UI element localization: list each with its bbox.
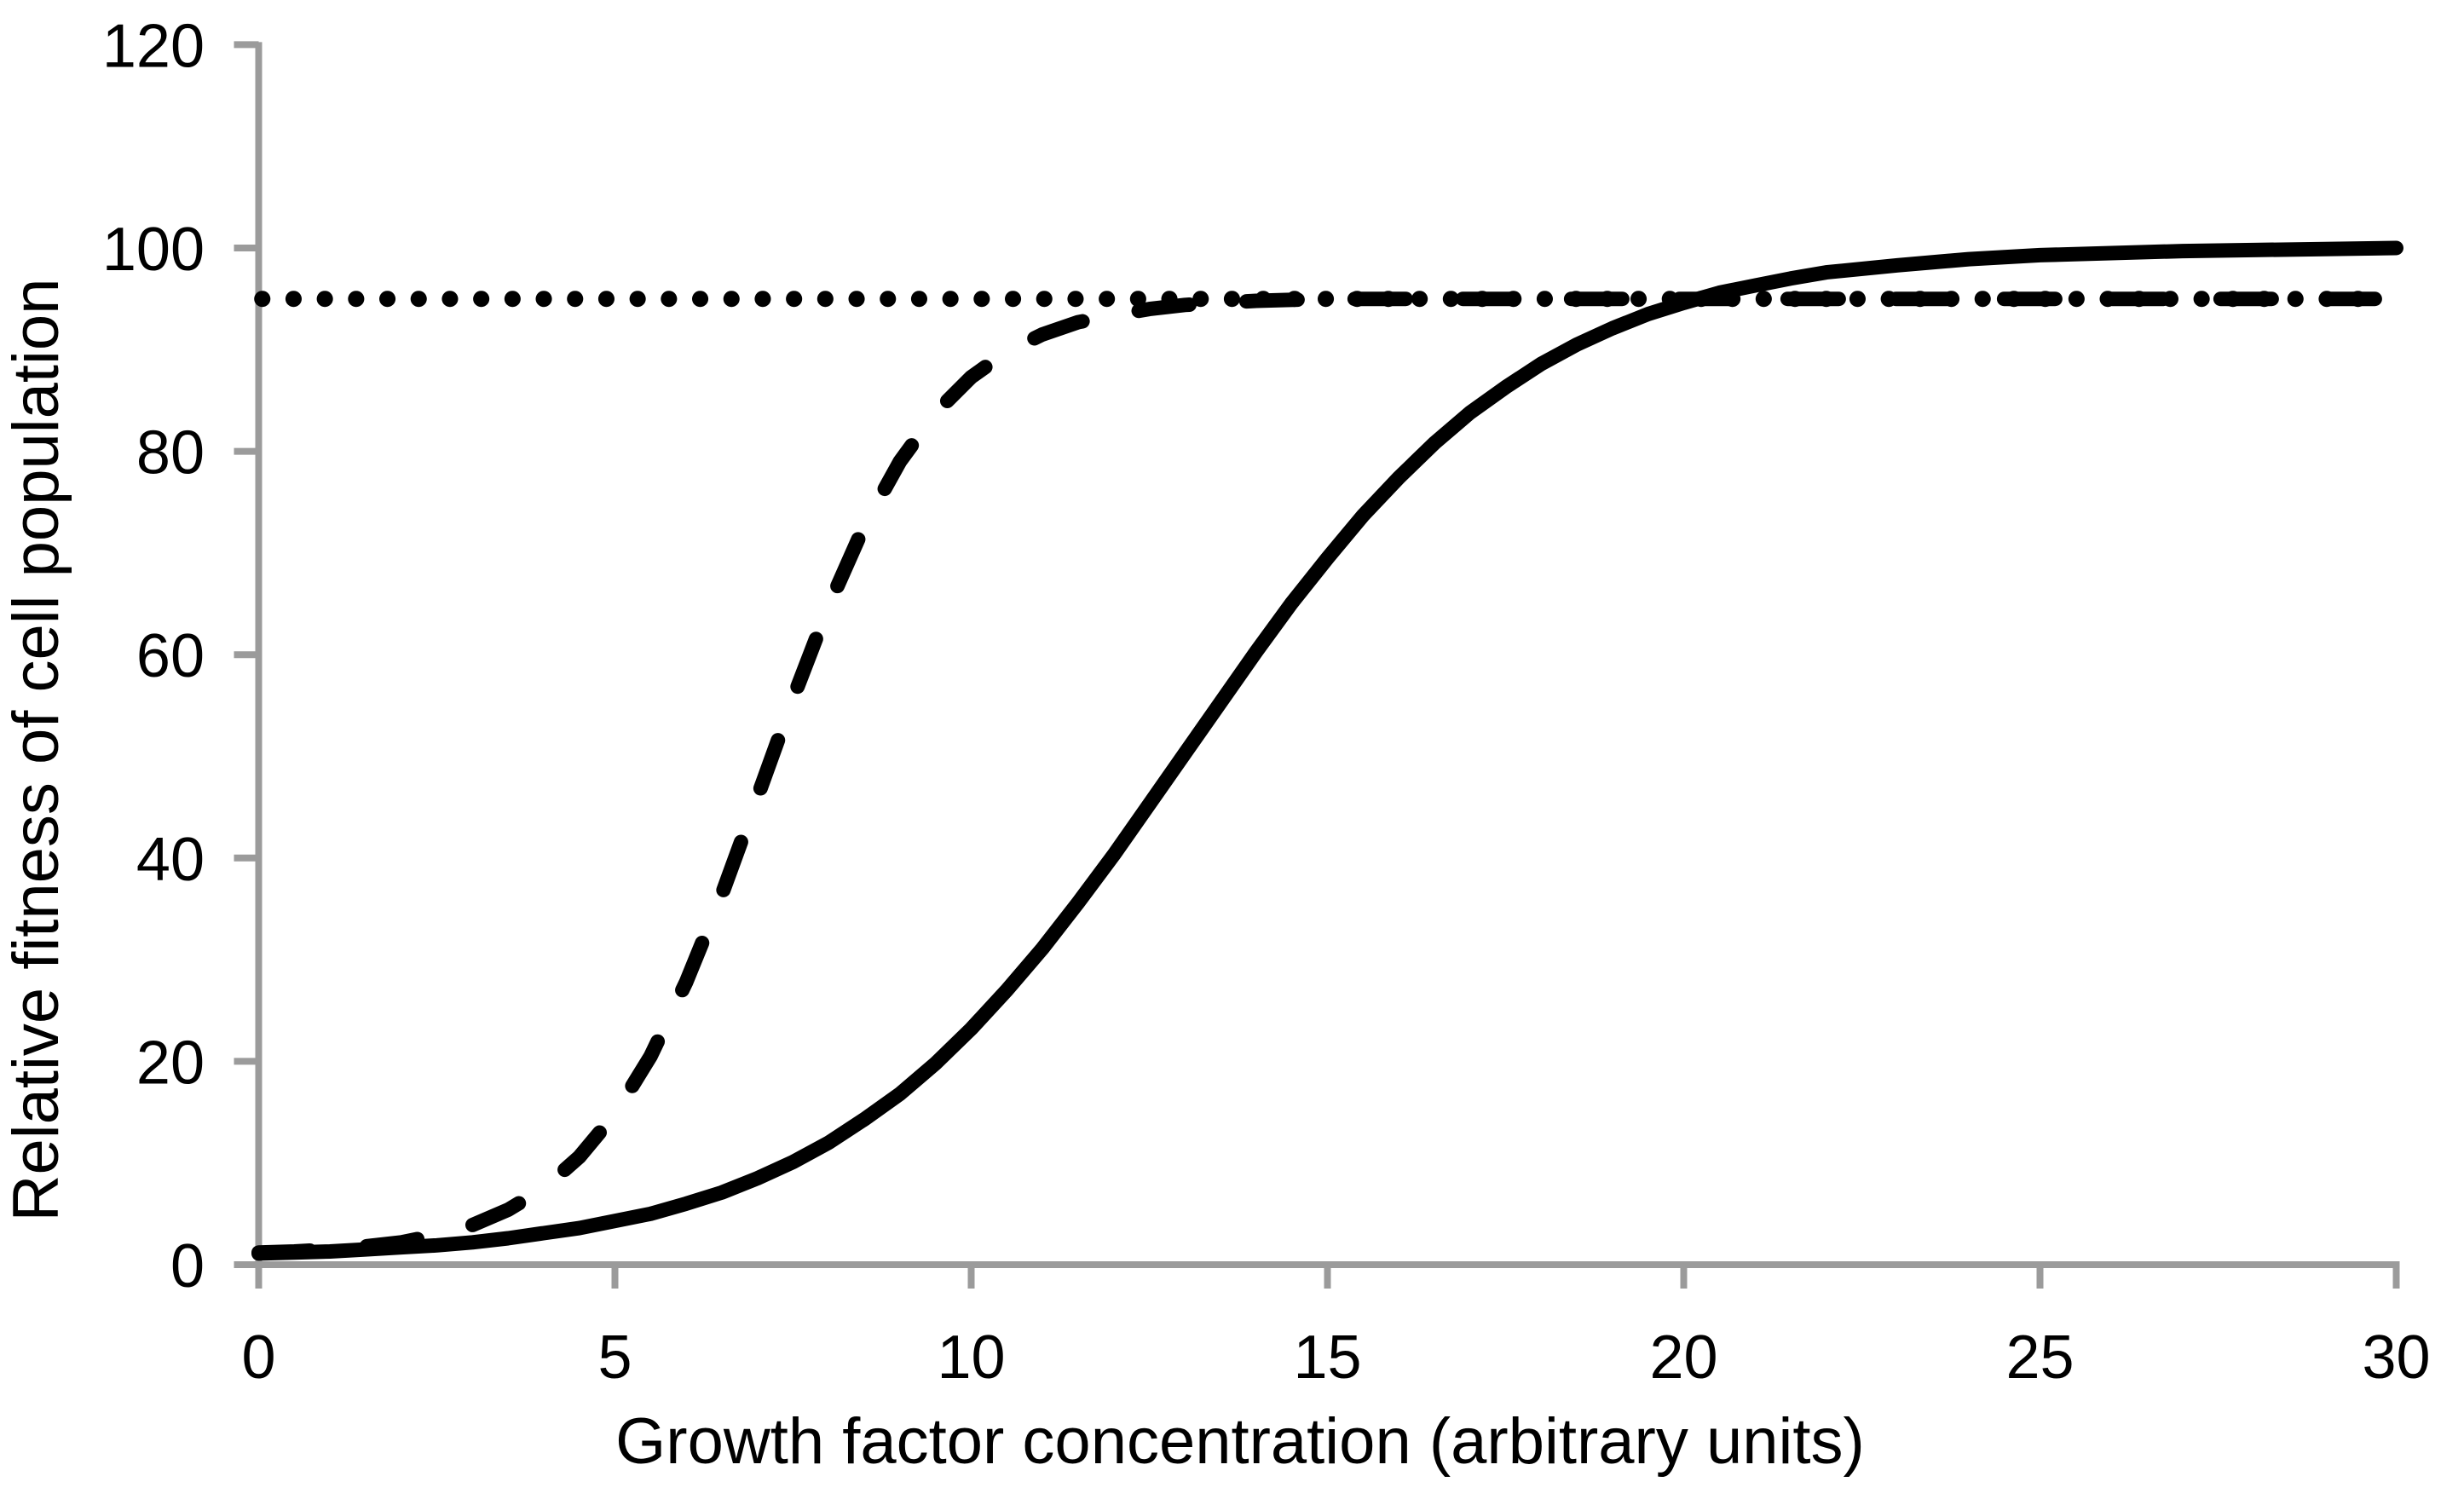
y-tick-label: 100 <box>102 216 205 284</box>
series-low-sensitivity-solid-sigmoid <box>251 240 2403 1261</box>
x-tick-label: 10 <box>937 1323 1005 1392</box>
y-tick-label: 40 <box>136 826 205 894</box>
x-axis-title: Growth factor concentration (arbitrary u… <box>615 1405 1865 1478</box>
x-tick-label: 20 <box>1649 1323 1717 1392</box>
y-tick-labels: 0 20 40 60 80 100 120 <box>102 12 205 1300</box>
y-tick-label: 0 <box>170 1232 205 1300</box>
x-tick-label: 25 <box>2005 1323 2074 1392</box>
y-tick-label: 80 <box>136 419 205 487</box>
series-high-sensitivity-dashed-sigmoid <box>251 291 2382 1260</box>
y-tick-label: 20 <box>136 1029 205 1097</box>
y-tick-label: 60 <box>136 622 205 690</box>
axes <box>234 41 2400 1289</box>
x-tick-label: 5 <box>597 1323 632 1392</box>
x-tick-label: 15 <box>1293 1323 1361 1392</box>
series-lines <box>251 240 2403 1261</box>
y-axis-title: Relative fitness of cell population <box>0 279 72 1222</box>
y-tick-label: 120 <box>102 12 205 80</box>
x-tick-label: 0 <box>241 1323 275 1392</box>
x-tick-label: 30 <box>2362 1323 2430 1392</box>
x-tick-labels: 0 5 10 15 20 25 30 <box>241 1323 2430 1392</box>
